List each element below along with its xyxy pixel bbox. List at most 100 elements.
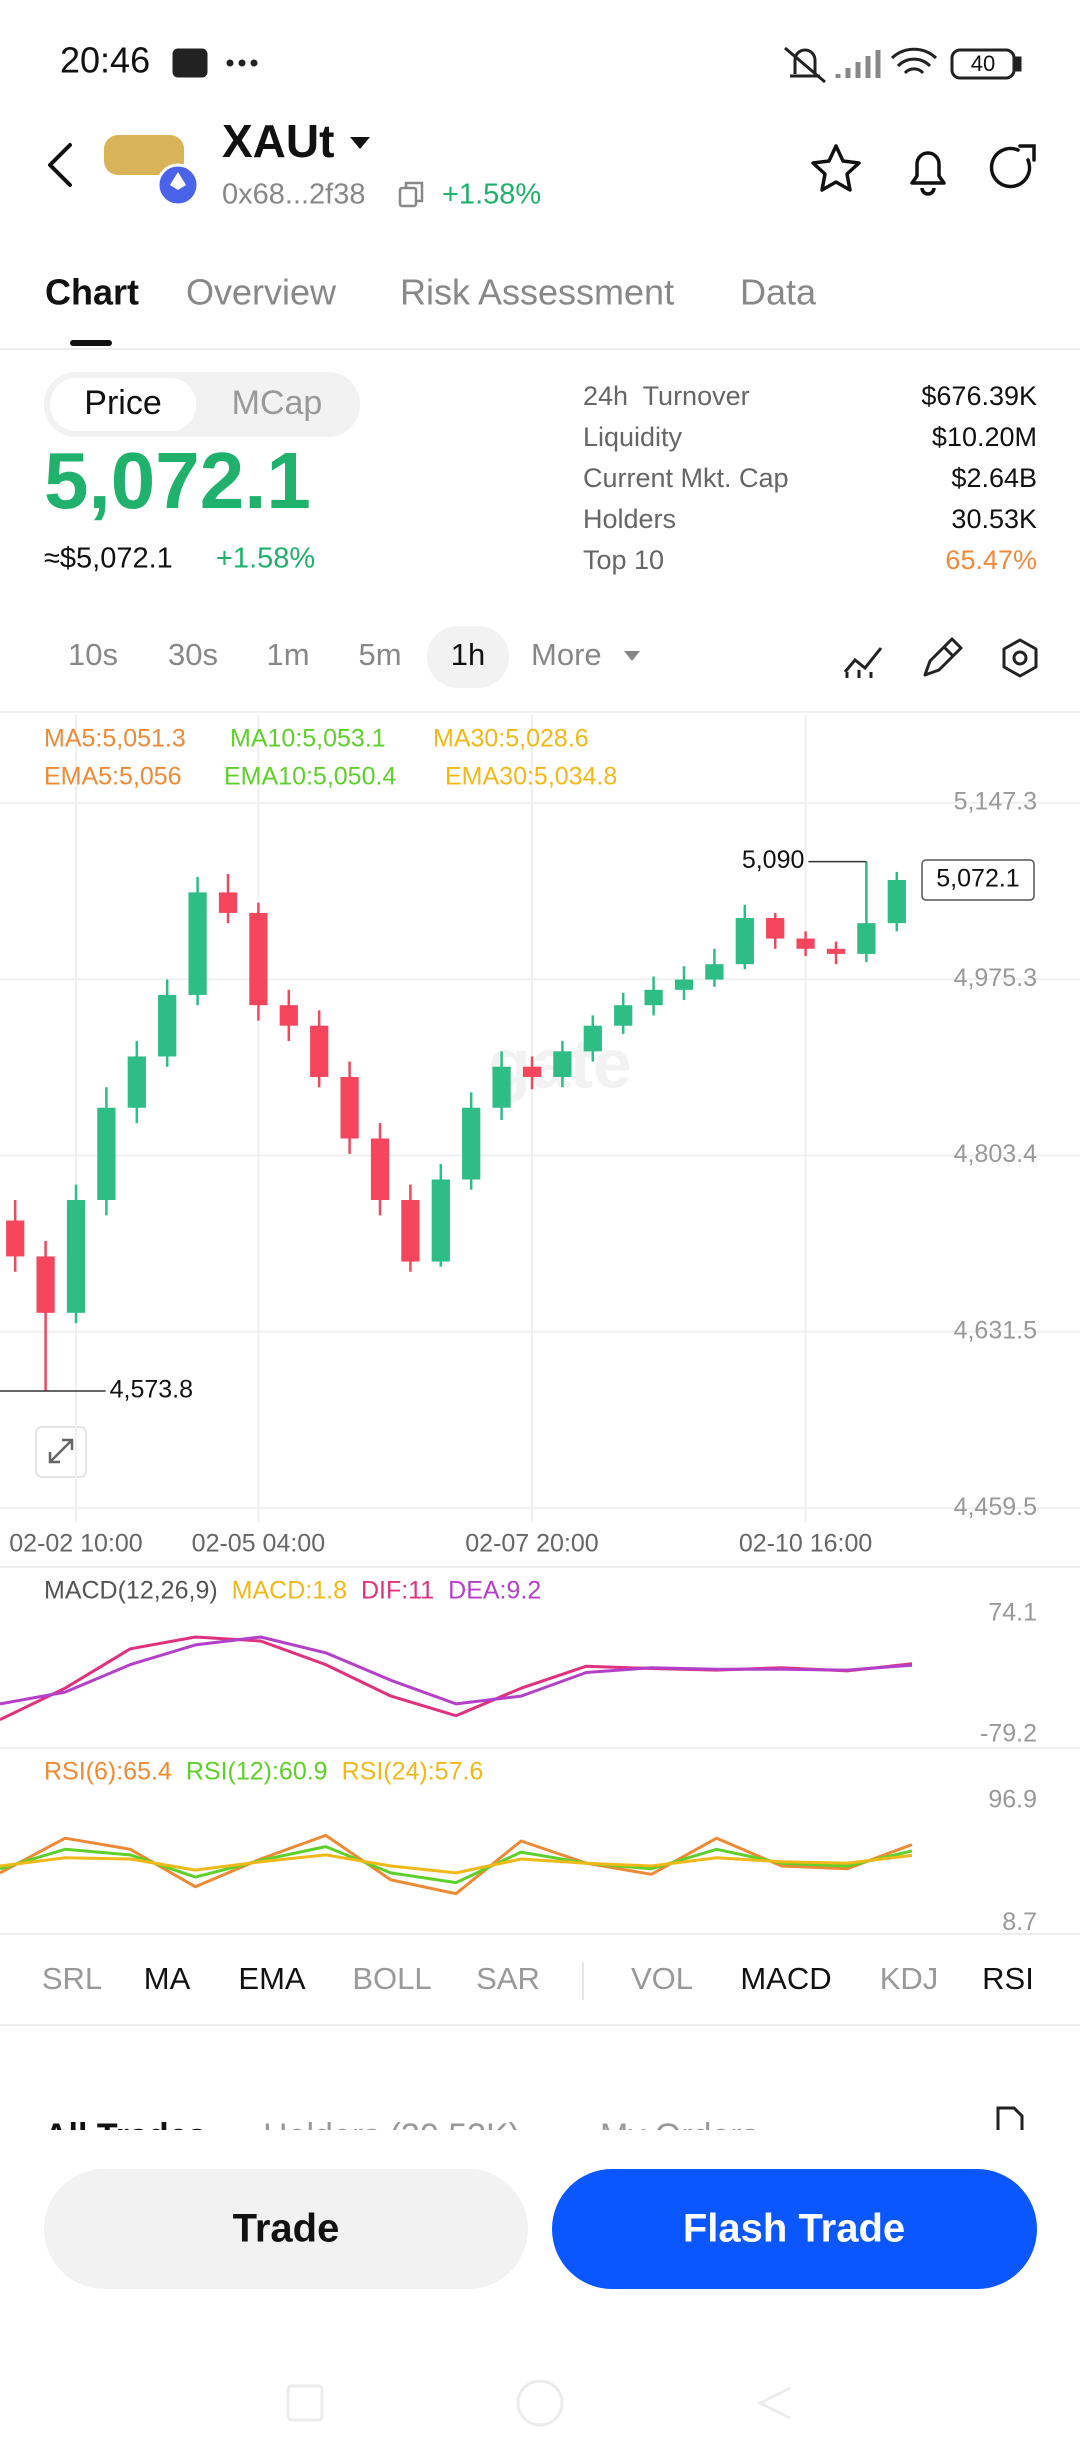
- y-tick-label: 4,803.4: [954, 1140, 1038, 1168]
- trade-label[interactable]: Trade: [233, 2207, 340, 2251]
- tab[interactable]: Data: [740, 272, 817, 313]
- candle-body: [583, 1025, 602, 1052]
- draw-tool[interactable]: [923, 637, 963, 677]
- indicator-option[interactable]: MA: [144, 1961, 191, 1996]
- candle-body: [127, 1056, 146, 1108]
- back-button[interactable]: [48, 143, 72, 187]
- more-dropdown[interactable]: [624, 651, 640, 661]
- interval[interactable]: 30s: [168, 637, 218, 672]
- stat-value: $676.39K: [921, 381, 1037, 411]
- legend-entry: DEA:9.2: [448, 1577, 541, 1605]
- candle-body: [614, 1005, 633, 1026]
- indicator-option[interactable]: VOL: [631, 1961, 693, 1996]
- candle-body: [310, 1025, 329, 1077]
- toggle-option[interactable]: MCap: [232, 384, 323, 422]
- trade-button[interactable]: [44, 2169, 528, 2289]
- legend-entry: MA30:5,028.6: [433, 725, 589, 753]
- status-time: 20:46: [60, 40, 150, 81]
- bottom-panel: Trade Flash Trade: [0, 2130, 1080, 2460]
- price-change: +1.58%: [216, 543, 315, 575]
- copy-icon[interactable]: [398, 181, 424, 208]
- candle-body: [6, 1220, 25, 1257]
- last-price-tag: [921, 859, 1035, 901]
- flash-trade-label[interactable]: Flash Trade: [683, 2207, 905, 2251]
- y-tick-label: 5,147.3: [954, 787, 1037, 815]
- candle-body: [887, 879, 906, 924]
- tab[interactable]: Risk Assessment: [400, 272, 674, 313]
- indicator-option[interactable]: BOLL: [352, 1961, 431, 1996]
- indicator-line: [0, 1833, 913, 1896]
- candle-body: [158, 994, 177, 1057]
- indicator-tool[interactable]: [843, 647, 883, 678]
- tab[interactable]: Overview: [186, 272, 337, 313]
- nav-back[interactable]: [756, 2386, 791, 2420]
- tab-indicator: [70, 340, 112, 346]
- interval[interactable]: 10s: [68, 637, 118, 672]
- legend-entry: RSI(24):57.6: [342, 1758, 484, 1786]
- price-usd: ≈$5,072.1: [44, 543, 173, 575]
- symbol-dropdown[interactable]: [350, 137, 370, 149]
- indicator-option[interactable]: KDJ: [880, 1961, 939, 1996]
- candle-body: [370, 1138, 390, 1201]
- low-label: 4,573.8: [110, 1376, 193, 1404]
- candle-body: [857, 923, 876, 954]
- candle-body: [188, 892, 207, 995]
- candle-body: [766, 918, 785, 939]
- expand-icon: [48, 1438, 74, 1464]
- y-tick-label: -79.2: [980, 1719, 1037, 1747]
- alert-button[interactable]: [910, 151, 946, 196]
- settings-tool[interactable]: [1002, 638, 1038, 678]
- wifi-icon: [890, 47, 938, 75]
- candle-body: [796, 938, 815, 949]
- stat-label: 24h Turnover: [583, 381, 750, 411]
- stat-value: 30.53K: [951, 504, 1037, 534]
- mute-icon: [784, 46, 826, 84]
- toggle-option[interactable]: Price: [84, 384, 161, 422]
- legend-entry: MA10:5,053.1: [230, 725, 386, 753]
- share-button[interactable]: [989, 144, 1036, 189]
- candle-body: [66, 1200, 86, 1313]
- battery-level: 40: [971, 51, 995, 76]
- nav-home[interactable]: [516, 2379, 564, 2427]
- candle-body: [674, 979, 694, 990]
- high-label: 5,090: [742, 846, 805, 874]
- y-tick-label: 96.9: [988, 1785, 1037, 1813]
- last-price-label: 5,072.1: [936, 865, 1019, 893]
- x-tick-label: 02-10 16:00: [739, 1530, 872, 1558]
- legend-entry: EMA5:5,056: [44, 763, 182, 791]
- legend-entry: EMA30:5,034.8: [445, 763, 617, 791]
- indicator-option[interactable]: RSI: [982, 1961, 1034, 1996]
- interval[interactable]: 5m: [358, 637, 401, 672]
- interval[interactable]: 1h: [451, 637, 485, 672]
- token-symbol: XAUt: [222, 115, 334, 167]
- header-change: +1.58%: [442, 179, 541, 211]
- candle-body: [249, 912, 268, 1006]
- interval[interactable]: More: [531, 637, 602, 672]
- indicator-option[interactable]: SAR: [476, 1961, 540, 1996]
- signal-icon: [835, 50, 881, 78]
- indicator-option[interactable]: SRL: [42, 1961, 102, 1996]
- candle-body: [522, 1066, 542, 1077]
- candle-body: [340, 1076, 359, 1139]
- candle-body: [401, 1200, 420, 1262]
- candle-body: [97, 1107, 116, 1201]
- tab[interactable]: Chart: [45, 272, 139, 313]
- indicator-option[interactable]: MACD: [740, 1961, 831, 1996]
- stat-value: $10.20M: [932, 422, 1037, 452]
- interval[interactable]: 1m: [266, 637, 309, 672]
- stat-value: $2.64B: [951, 463, 1037, 493]
- legend-entry: EMA10:5,050.4: [224, 763, 396, 791]
- nav-recents[interactable]: [286, 2384, 324, 2422]
- candle-body: [279, 1005, 298, 1026]
- candle-body: [431, 1179, 450, 1262]
- candle-body: [462, 1107, 481, 1180]
- candle-body: [826, 948, 846, 954]
- legend-entry: RSI(12):60.9: [186, 1758, 328, 1786]
- interval-selected: [427, 626, 509, 688]
- dot: [226, 59, 234, 67]
- indicator-option[interactable]: EMA: [238, 1961, 306, 1996]
- flash-trade-button[interactable]: [552, 2169, 1037, 2289]
- message-icon: [172, 48, 208, 78]
- battery-icon: [950, 48, 1016, 80]
- favorite-button[interactable]: [811, 144, 861, 192]
